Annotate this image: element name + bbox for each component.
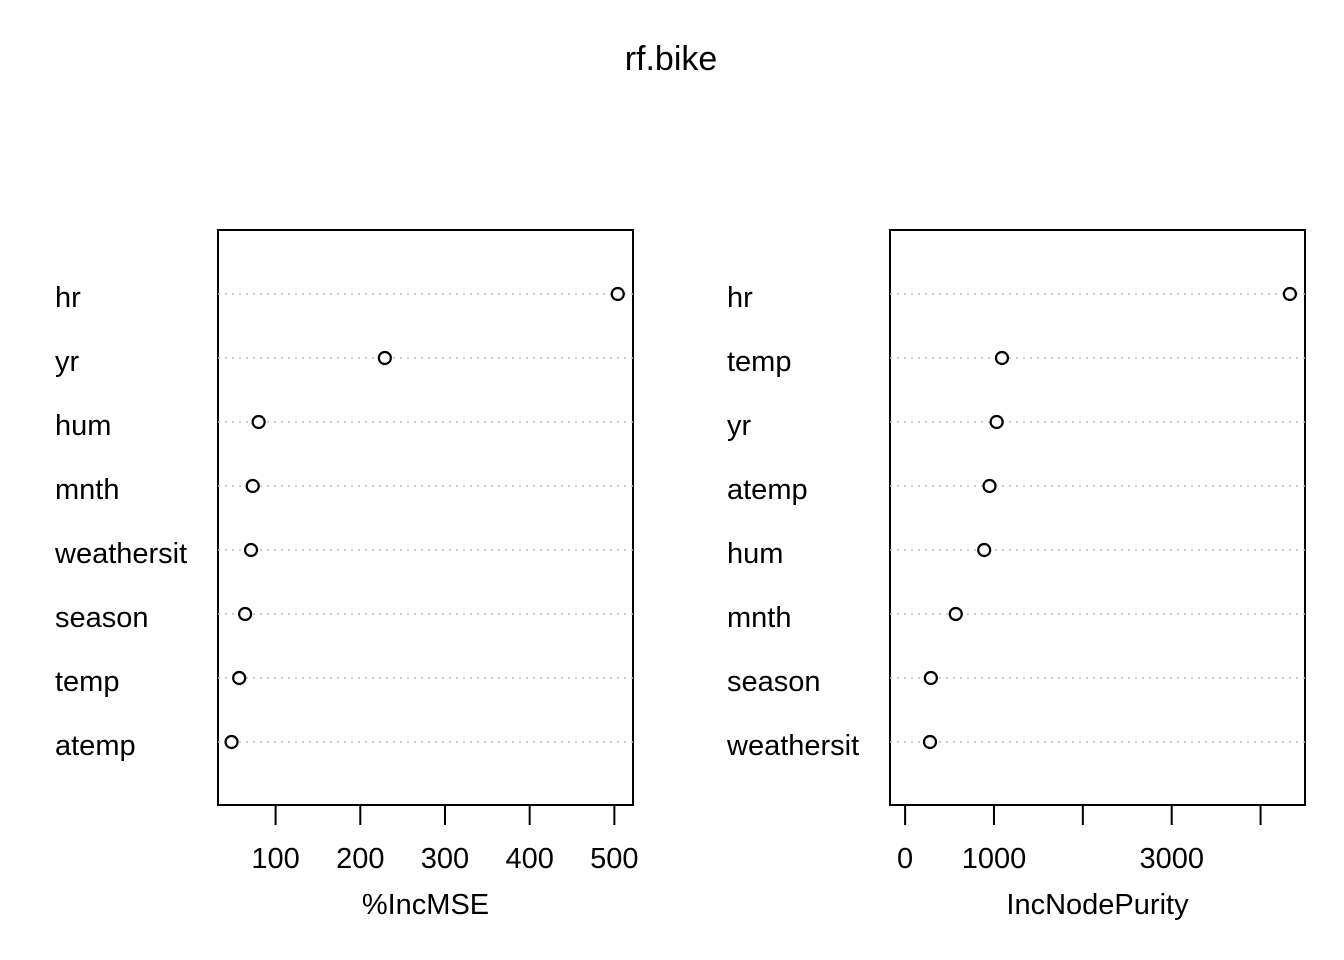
importance-point <box>232 670 247 686</box>
variable-label: weathersit <box>726 730 859 762</box>
variable-label: atemp <box>55 730 136 762</box>
panel-incnodepurity: hr temp yr atemp hum mnth season weathersit 0 100… <box>726 229 1306 921</box>
variable-label: hum <box>55 410 111 442</box>
variable-label: hum <box>727 538 783 570</box>
plot-frame <box>889 229 1306 806</box>
variable-label: temp <box>727 346 791 378</box>
importance-point <box>922 734 938 750</box>
figure-title: rf.bike <box>625 40 718 78</box>
variable-label: mnth <box>727 602 791 634</box>
importance-point <box>377 350 392 366</box>
importance-point <box>982 478 997 494</box>
x-tick-label: 100 <box>251 843 299 875</box>
variable-label: atemp <box>727 474 808 506</box>
importance-point <box>245 478 260 494</box>
importance-point <box>994 350 1010 366</box>
variable-label: season <box>727 666 821 698</box>
importance-point <box>251 414 266 430</box>
importance-point <box>948 606 963 622</box>
importance-point <box>224 734 239 750</box>
variable-label: hr <box>55 282 81 314</box>
importance-point <box>1282 286 1297 302</box>
variable-label: yr <box>55 346 80 378</box>
importance-point <box>977 542 992 558</box>
importance-point <box>989 414 1004 430</box>
variable-label: hr <box>727 282 753 314</box>
x-tick-label: 1000 <box>962 843 1027 875</box>
variable-label: mnth <box>55 474 119 506</box>
variable-label: weathersit <box>54 538 187 570</box>
importance-point <box>923 670 938 686</box>
variable-label: temp <box>55 666 119 698</box>
x-axis-label: %IncMSE <box>362 889 489 921</box>
x-axis-label: IncNodePurity <box>1006 889 1189 921</box>
variable-label: yr <box>727 410 752 442</box>
plot-frame <box>217 229 634 806</box>
x-tick-label: 200 <box>336 843 384 875</box>
x-tick-label: 0 <box>897 843 913 875</box>
panel-incmse: hr yr hum mnth weathersit season temp atemp 100 2… <box>54 229 639 921</box>
variable-label: season <box>55 602 149 634</box>
x-tick-label: 500 <box>590 843 638 875</box>
importance-point <box>238 606 253 622</box>
x-tick-label: 3000 <box>1139 843 1204 875</box>
x-tick-label: 400 <box>505 843 553 875</box>
x-tick-label: 300 <box>421 843 469 875</box>
importance-point <box>610 286 625 302</box>
importance-point <box>243 542 259 558</box>
